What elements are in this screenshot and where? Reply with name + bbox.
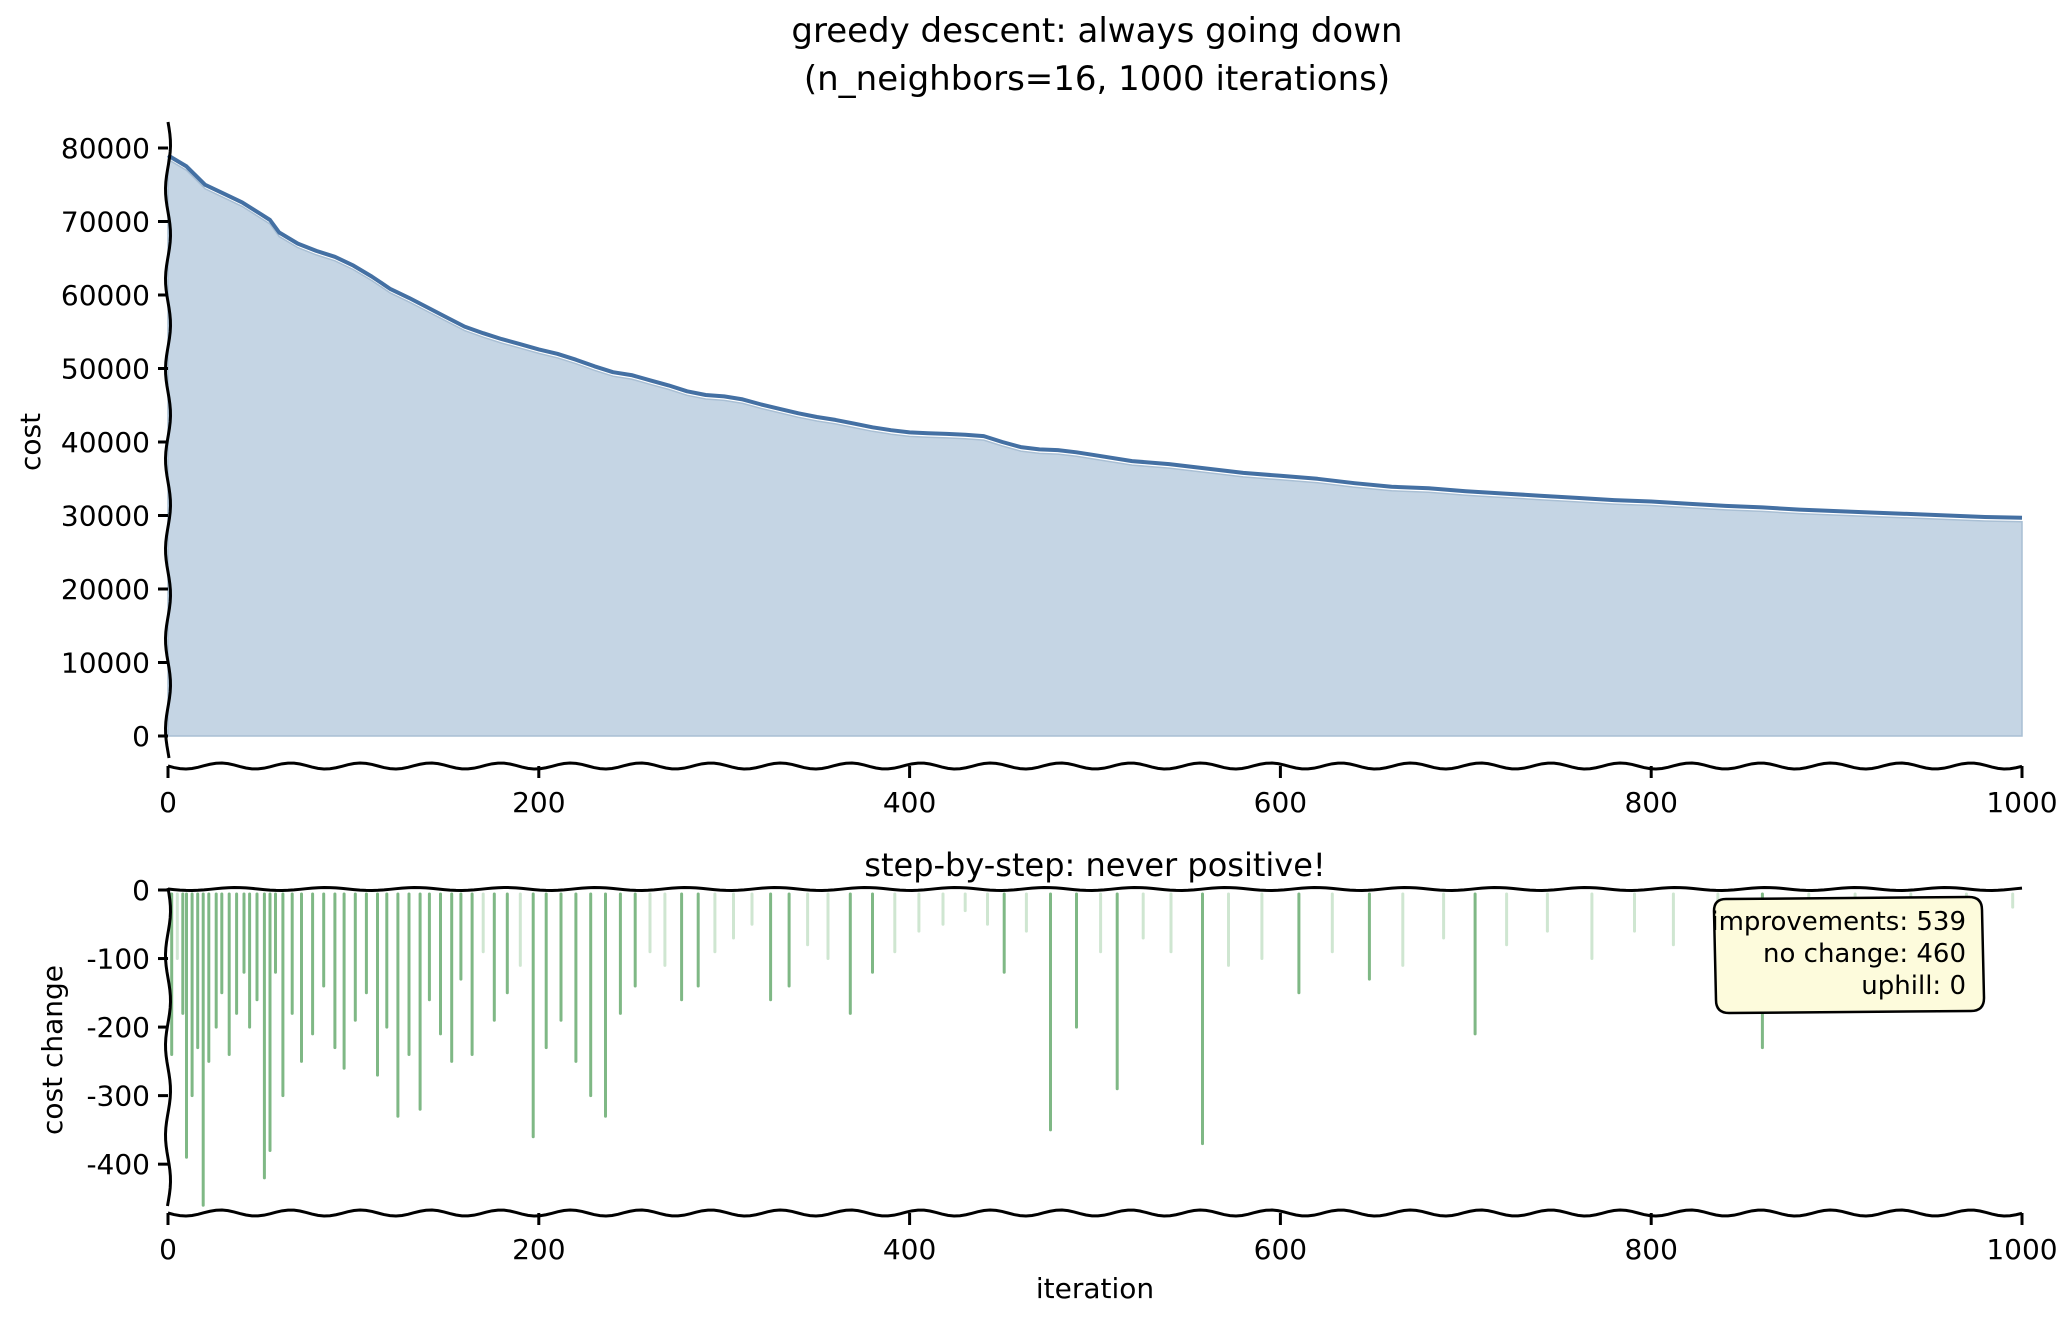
bottom-chart-title: step-by-step: never positive!	[864, 846, 1325, 884]
top-y-tick-label: 60000	[61, 279, 150, 312]
figure-title-line1: greedy descent: always going down	[791, 11, 1402, 51]
top-y-axis-label: cost	[14, 413, 47, 471]
bottom-y-tick-label: -100	[86, 943, 150, 976]
cost-change-bar-chart: 0 -100 -200 -300 -400 0 200 400 600 800 1000 step-b…	[36, 846, 2058, 1305]
top-x-tick-label: 0	[159, 786, 177, 819]
top-y-tick-label: 10000	[61, 647, 150, 680]
bottom-x-tick-label: 0	[159, 1233, 177, 1266]
bottom-x-tick-label: 200	[512, 1233, 565, 1266]
bottom-y-tick-label: -300	[86, 1080, 150, 1113]
annotation-uphill: uphill: 0	[1861, 971, 1966, 1001]
bottom-x-axis-label: iteration	[1036, 1272, 1154, 1305]
top-y-tick-label: 80000	[61, 132, 150, 165]
bottom-x-tick-label: 400	[883, 1233, 936, 1266]
cost-area-fill	[167, 158, 2023, 737]
bottom-x-tick-label: 1000	[1986, 1233, 2057, 1266]
top-y-tick-label: 40000	[61, 426, 150, 459]
top-y-tick-label: 50000	[61, 353, 150, 386]
bottom-x-axis-spine	[167, 1208, 2023, 1218]
top-y-axis-spine	[164, 121, 172, 759]
top-y-tick-label: 0	[132, 720, 150, 753]
top-y-tick-label: 20000	[61, 573, 150, 606]
top-x-tick-label: 400	[883, 786, 936, 819]
annotation-improvements: improvements: 539	[1711, 907, 1966, 937]
cost-line	[166, 153, 2023, 520]
top-y-tick-label: 30000	[61, 500, 150, 533]
bottom-x-tick-label: 800	[1624, 1233, 1677, 1266]
top-x-tick-label: 200	[512, 786, 565, 819]
top-x-tick-label: 800	[1624, 786, 1677, 819]
stats-annotation-background	[1712, 895, 1986, 1015]
bottom-y-axis-spine	[164, 887, 172, 1207]
bottom-y-axis-label: cost change	[36, 965, 69, 1135]
bottom-zero-line	[167, 886, 2023, 892]
top-y-tick-label: 70000	[61, 206, 150, 239]
annotation-no-change: no change: 460	[1763, 939, 1966, 969]
top-x-tick-label: 600	[1254, 786, 1307, 819]
top-x-axis-spine	[167, 761, 2023, 771]
cost-area-chart: 0100002000030000400005000060000700008000…	[14, 121, 2058, 819]
top-x-tick-label: 1000	[1986, 786, 2057, 819]
bottom-y-tick-label: -200	[86, 1011, 150, 1044]
figure-title-line2: (n_neighbors=16, 1000 iterations)	[804, 59, 1390, 99]
bottom-y-tick-label: 0	[132, 874, 150, 907]
bottom-y-tick-label: -400	[86, 1148, 150, 1181]
bottom-x-tick-label: 600	[1254, 1233, 1307, 1266]
stats-annotation-box: improvements: 539 no change: 460 uphill:…	[1711, 895, 1986, 1015]
